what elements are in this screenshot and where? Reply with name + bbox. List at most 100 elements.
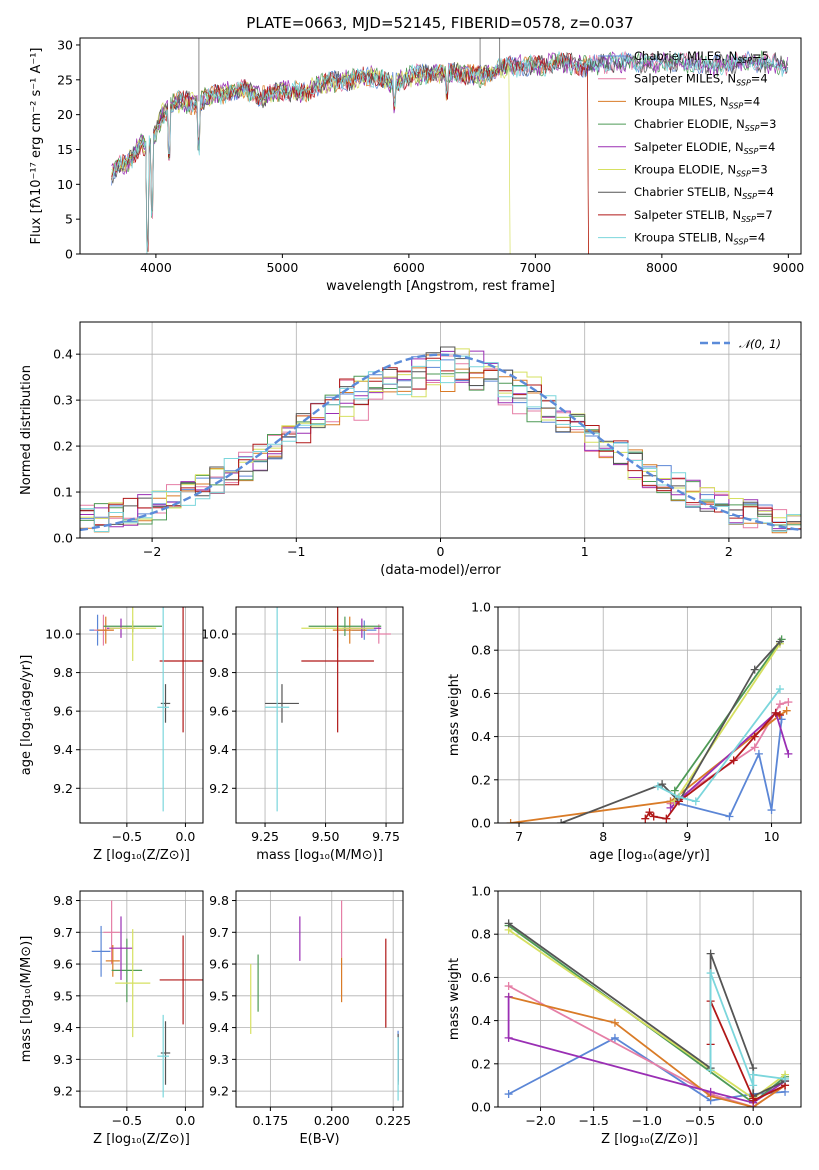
y-axis-label: Normed distribution: [19, 365, 34, 495]
y-tick-label: 0.2: [471, 772, 491, 787]
x-tick-label: 10: [764, 829, 780, 844]
legend-text: Salpeter MILES, N: [634, 72, 736, 86]
plus-marker: [649, 812, 658, 821]
legend-entry: Kroupa ELODIE, NSSP=3: [634, 163, 768, 179]
legend-text: Chabrier STELIB, N: [634, 185, 742, 199]
y-tick-label: 15: [57, 142, 73, 157]
normal-reference-curve: [80, 353, 801, 532]
legend-count: =4: [743, 94, 760, 108]
plus-marker: [610, 1033, 619, 1042]
legend-count: =4: [751, 72, 768, 86]
spectrum-line-salpeter-elodie: [111, 51, 789, 250]
x-tick-label: 0.200: [314, 1113, 350, 1128]
histogram-salpeter-stelib: [80, 357, 801, 538]
charts: 4000 5000 6000 7000 8000 9000051015202530wave…: [19, 37, 804, 1147]
y-tick-label: 0.4: [53, 347, 73, 362]
plus-marker: [775, 685, 784, 694]
plus-marker: [750, 732, 759, 741]
plot-area: [250, 900, 399, 1101]
y-tick-label: 9.8: [53, 665, 73, 680]
x-tick-label: 5000: [266, 260, 298, 275]
y-tick-label: 9.2: [209, 781, 229, 796]
y-tick-label: 9.8: [53, 893, 73, 908]
axes-frame: [79, 321, 802, 539]
legend-subscript: SSP: [742, 192, 757, 201]
y-tick-label: 9.2: [209, 1084, 229, 1099]
y-tick-label: 0.8: [471, 643, 491, 658]
legend-count: =5: [752, 49, 769, 63]
axes-frame: [235, 890, 404, 1108]
errorbar-point: [103, 900, 120, 965]
legend-subscript: SSP: [736, 79, 751, 88]
weight-line-kroupa-elodie: [674, 643, 781, 802]
weight-line-kroupa-miles: [510, 709, 788, 823]
plus-marker: [504, 992, 513, 1001]
x-tick-label: 7: [515, 829, 523, 844]
weight-line-chabrier-stelib: [508, 922, 786, 1098]
plus-marker: [750, 665, 759, 674]
axes-frame: [79, 37, 802, 255]
y-tick-label: 9.2: [53, 781, 73, 796]
plus-marker: [777, 715, 786, 724]
x-tick-label: 1: [581, 544, 589, 559]
x-axis-label: mass [log₁₀(M/M⊙)]: [256, 848, 383, 863]
y-tick-label: 0.0: [471, 816, 491, 831]
x-tick-label: 0: [437, 544, 445, 559]
y-tick-label: 0.0: [471, 1100, 491, 1115]
y-tick-label: 9.5: [53, 988, 73, 1003]
plot-area: [80, 346, 801, 538]
legend-count: =4: [757, 185, 774, 199]
axes-frame: [79, 606, 204, 824]
plus-marker: [670, 786, 679, 795]
plot-area: [111, 38, 789, 254]
panel-age-vs-mass: 9.25 9.50 9.75 9.2 9.4 9.6 9.8 10.0 mass [log₁₀(…: [201, 606, 404, 863]
plot-area: [265, 607, 391, 812]
errorbar-point: [265, 684, 299, 723]
panel-age-vs-Z: −0.5 0.0 9.2 9.4 9.6 9.8 10.0 Z [log₁₀(Z/Z⊙)] ag…: [19, 606, 204, 863]
y-tick-label: 30: [57, 37, 73, 52]
x-tick-label: 6000: [393, 260, 425, 275]
errorbar-point: [157, 1014, 170, 1098]
y-tick-label: 0.4: [471, 729, 491, 744]
x-axis-label: Z [log₁₀(Z/Z⊙)]: [601, 1132, 698, 1147]
weight-line-kroupa-stelib: [709, 972, 786, 1086]
y-tick-label: 0.6: [471, 686, 491, 701]
plus-marker: [658, 780, 667, 789]
plus-marker: [504, 1033, 513, 1042]
panel-mass-weight-vs-Z: −2.0 −1.5 −1.0 −0.5 0.0 0.0 0.2 0.4 0.6 0.8 1.0 Z […: [447, 884, 802, 1147]
y-tick-label: 9.3: [53, 1052, 73, 1067]
legend-subscript: SSP: [734, 238, 749, 247]
x-tick-label: 9000: [772, 260, 804, 275]
plus-marker: [775, 637, 784, 646]
panel-mass-vs-ebv: 0.175 0.200 0.225 9.2 9.3 9.4 9.5 9.6 9.7 9.8 E(B-…: [209, 890, 411, 1147]
x-tick-label: 8: [599, 829, 607, 844]
y-tick-label: 0.1: [53, 485, 73, 500]
y-tick-label: 9.8: [209, 893, 229, 908]
plus-marker: [662, 814, 671, 823]
legend-text: Salpeter STELIB, N: [634, 208, 741, 222]
x-tick-label: −1.0: [632, 1113, 662, 1128]
y-tick-label: 25: [57, 72, 73, 87]
plus-marker: [749, 1096, 758, 1105]
y-tick-label: 9.6: [53, 957, 73, 972]
y-tick-label: 0.0: [53, 531, 73, 546]
y-tick-label: 0.8: [471, 927, 491, 942]
legend-subscript: SSP: [729, 101, 744, 110]
plus-marker: [775, 711, 784, 719]
legend-entry: Salpeter STELIB, NSSP=7: [634, 208, 773, 224]
y-tick-label: 5: [65, 212, 73, 227]
x-tick-label: −2.0: [525, 1113, 555, 1128]
errorbar-point: [159, 607, 203, 733]
x-axis-label: wavelength [Angstrom, rest frame]: [326, 279, 555, 294]
axes-frame: [497, 606, 802, 824]
plus-marker: [750, 743, 759, 752]
plus-marker: [749, 1081, 758, 1090]
x-tick-label: −1: [287, 544, 305, 559]
legend-subscript: SSP: [745, 124, 760, 133]
y-tick-label: 0.2: [53, 439, 73, 454]
errorbar-point: [109, 916, 133, 980]
legend-count: =4: [758, 140, 775, 154]
plot-area: [89, 607, 203, 812]
errorbar-point: [109, 607, 157, 661]
errorbar-point: [115, 929, 151, 1038]
